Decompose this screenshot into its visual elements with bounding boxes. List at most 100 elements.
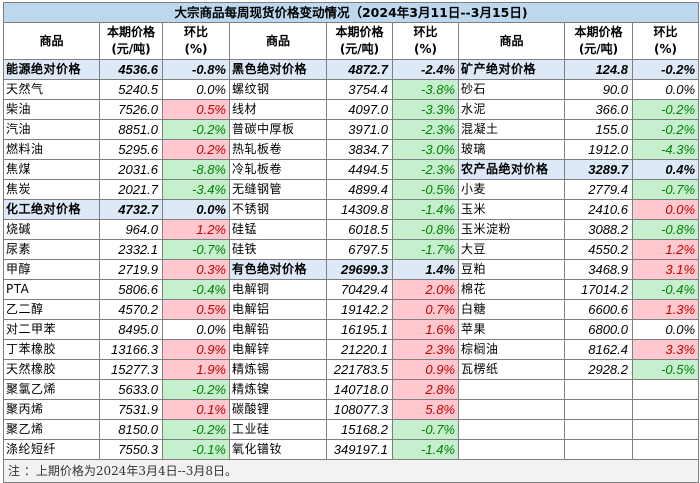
commodity-name-cell: 砂石 [458, 79, 565, 100]
header-row: 商品 本期价格 (元/吨) 环比 (%) 商品 本期价格 (元/吨) 环比 (%) 商品… [3, 22, 700, 60]
header-change: 环比 (%) [162, 22, 230, 60]
commodity-name-cell: 乙二醇 [3, 299, 100, 320]
commodity-name-cell: 对二甲苯 [3, 319, 100, 340]
commodity-name-cell: 螺纹钢 [229, 79, 327, 100]
commodity-name-cell: 天然气 [3, 79, 100, 100]
change-cell: 0.0% [162, 199, 230, 220]
table-row: PTA 5806.6 -0.4% 电解铜 70429.4 2.0% 棉花 17014.2 -0.… [3, 279, 700, 300]
commodity-name-cell: 聚丙烯 [3, 399, 100, 420]
commodity-name-cell: 尿素 [3, 239, 100, 260]
commodity-name-cell: 电解锌 [229, 339, 327, 360]
commodity-name-cell: 汽油 [3, 119, 100, 140]
commodity-name-cell: 豆粕 [458, 259, 565, 280]
price-cell: 2779.4 [564, 179, 633, 200]
change-cell: -1.7% [392, 239, 459, 260]
price-cell: 3834.7 [326, 139, 393, 160]
change-cell: -0.4% [631, 279, 700, 300]
price-cell: 7531.9 [99, 399, 163, 420]
change-cell: -0.2% [162, 379, 230, 400]
commodity-name-cell: 聚乙烯 [3, 419, 100, 440]
commodity-name-cell: PTA [3, 279, 100, 300]
price-cell: 7526.0 [99, 99, 163, 120]
commodity-name-cell: 混凝土 [458, 119, 565, 140]
change-cell: 0.9% [392, 359, 459, 380]
price-cell: 21220.1 [326, 339, 393, 360]
change-cell: -0.8% [162, 59, 230, 80]
change-cell: -0.7% [392, 419, 459, 440]
change-cell: -1.4% [392, 439, 459, 460]
commodity-name-cell: 焦煤 [3, 159, 100, 180]
price-cell: 2031.6 [99, 159, 163, 180]
change-cell: 2.0% [392, 279, 459, 300]
table-row: 能源绝对价格 4536.6 -0.8% 黑色绝对价格 4872.7 -2.4% 矿产绝对价格… [3, 59, 700, 80]
price-cell: 2719.9 [99, 259, 163, 280]
price-cell: 3289.7 [564, 159, 633, 180]
change-cell: -0.2% [631, 99, 700, 120]
price-cell: 15168.2 [326, 419, 393, 440]
table-row: 聚乙烯 8150.0 -0.2% 工业硅 15168.2 -0.7% [3, 419, 700, 440]
change-cell: -0.2% [162, 419, 230, 440]
price-cell: 3971.0 [326, 119, 393, 140]
table-row: 焦煤 2031.6 -8.8% 冷轧板卷 4494.5 -2.3% 农产品绝对价格 3289.… [3, 159, 700, 180]
price-cell: 6800.0 [564, 319, 633, 340]
commodity-name-cell: 焦炭 [3, 179, 100, 200]
table-row: 天然气 5240.5 0.0% 螺纹钢 3754.4 -3.8% 砂石 90.0 0.0% [3, 79, 700, 100]
change-cell: -0.1% [162, 439, 230, 460]
price-cell: 4570.2 [99, 299, 163, 320]
price-cell [564, 399, 633, 420]
table-row: 燃料油 5295.6 0.2% 热轧板卷 3834.7 -3.0% 玻璃 1912.0 -4.3… [3, 139, 700, 160]
price-cell: 4494.5 [326, 159, 393, 180]
price-cell: 155.0 [564, 119, 633, 140]
commodity-name-cell: 碳酸锂 [229, 399, 327, 420]
price-cell: 3088.2 [564, 219, 633, 240]
commodity-name-cell: 甲醇 [3, 259, 100, 280]
table-title: 大宗商品每周现货价格变动情况（2024年3月11日--3月15日) [2, 2, 700, 23]
table-row: 汽油 8851.0 -0.2% 普碳中厚板 3971.0 -2.3% 混凝土 155.0 -0.… [3, 119, 700, 140]
commodity-name-cell: 精炼镍 [229, 379, 327, 400]
price-cell: 5633.0 [99, 379, 163, 400]
price-cell: 8162.4 [564, 339, 633, 360]
table-row: 尿素 2332.1 -0.7% 硅铁 6797.5 -1.7% 大豆 4550.2 1.2% [3, 239, 700, 260]
group-name-cell: 矿产绝对价格 [458, 59, 565, 80]
change-cell: -4.3% [631, 139, 700, 160]
price-cell: 29699.3 [326, 259, 393, 280]
price-cell: 108077.3 [326, 399, 393, 420]
commodity-name-cell: 工业硅 [229, 419, 327, 440]
change-cell: 1.3% [631, 299, 700, 320]
change-cell: 0.0% [162, 79, 230, 100]
commodity-name-cell: 热轧板卷 [229, 139, 327, 160]
change-cell: 0.0% [631, 79, 700, 100]
change-cell: -0.8% [631, 219, 700, 240]
commodity-name-cell: 大豆 [458, 239, 565, 260]
commodity-name-cell: 冷轧板卷 [229, 159, 327, 180]
change-cell: -0.5% [392, 179, 459, 200]
price-cell: 124.8 [564, 59, 633, 80]
commodity-name-cell [458, 379, 565, 400]
table-row: 乙二醇 4570.2 0.5% 电解铝 19142.2 0.7% 白糖 6600.6 1.3% [3, 299, 700, 320]
price-cell: 4550.2 [564, 239, 633, 260]
change-cell: 0.7% [392, 299, 459, 320]
change-cell: -3.0% [392, 139, 459, 160]
change-cell: -0.5% [631, 359, 700, 380]
change-cell: 2.3% [392, 339, 459, 360]
price-cell: 16195.1 [326, 319, 393, 340]
table-row: 焦炭 2021.7 -3.4% 无缝钢管 4899.4 -0.5% 小麦 2779.4 -0.7… [3, 179, 700, 200]
commodity-name-cell: 苹果 [458, 319, 565, 340]
note-row: 注 ：上期价格为2024年3月4日--3月8日。 [2, 459, 700, 483]
price-cell: 15277.3 [99, 359, 163, 380]
header-price: 本期价格 (元/吨) [99, 22, 163, 60]
commodity-name-cell: 玉米 [458, 199, 565, 220]
price-cell: 5240.5 [99, 79, 163, 100]
price-cell: 2410.6 [564, 199, 633, 220]
price-cell: 4097.0 [326, 99, 393, 120]
price-cell: 366.0 [564, 99, 633, 120]
table-row: 聚氯乙烯 5633.0 -0.2% 精炼镍 140718.0 2.8% [3, 379, 700, 400]
change-cell: -0.7% [631, 179, 700, 200]
price-cell: 140718.0 [326, 379, 393, 400]
price-cell [564, 379, 633, 400]
change-cell: -0.4% [162, 279, 230, 300]
commodity-name-cell: 玉米淀粉 [458, 219, 565, 240]
price-cell: 8495.0 [99, 319, 163, 340]
header-commodity: 商品 [229, 22, 327, 60]
